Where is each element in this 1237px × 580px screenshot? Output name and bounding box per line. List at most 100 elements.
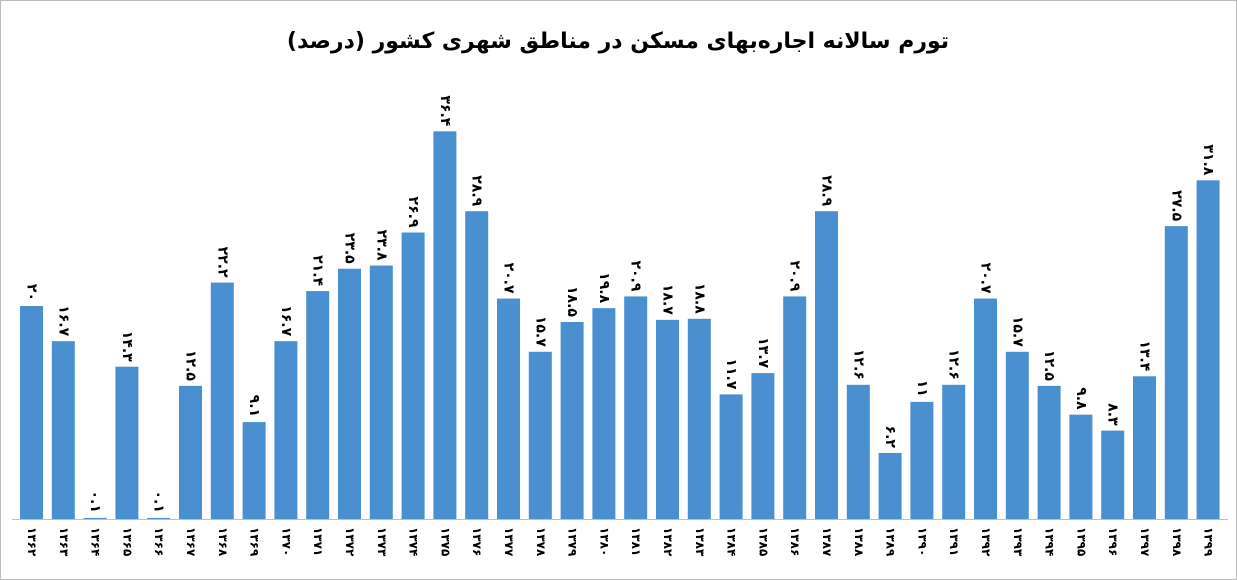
bar xyxy=(846,384,870,519)
bar xyxy=(1196,180,1220,519)
x-tick-label: ۱۳۹۰ xyxy=(915,527,929,556)
bar xyxy=(751,373,775,519)
x-tick-label: ۱۳۷۲ xyxy=(343,527,357,557)
x-tick-label: ۱۳۷۸ xyxy=(534,527,548,557)
value-label: ۲۰ xyxy=(24,284,40,301)
value-label: ۱۶.۷ xyxy=(278,305,294,336)
value-label: ۱۲.۶ xyxy=(850,349,866,380)
value-label: ۱۳.۷ xyxy=(755,337,771,368)
x-tick-label: ۱۳۹۴ xyxy=(1043,527,1057,556)
bar xyxy=(656,319,679,519)
x-tick-label: ۱۳۸۲ xyxy=(661,527,675,557)
chart-title: تورم سالانه اجاره‌بهای مسکن در مناطق شهر… xyxy=(287,29,949,54)
value-label: ۲۰.۹ xyxy=(628,260,644,291)
bar xyxy=(306,291,330,519)
x-tick-label: ۱۳۸۵ xyxy=(756,527,770,556)
x-tick-label: ۱۳۸۰ xyxy=(597,527,611,556)
bar xyxy=(910,401,934,519)
bar xyxy=(179,385,202,519)
bar xyxy=(274,341,298,519)
value-label: ۹.۱ xyxy=(246,395,262,417)
x-tick-label: ۱۳۹۳ xyxy=(1011,527,1025,557)
bar xyxy=(719,394,743,519)
x-tick-label: ۱۳۶۵ xyxy=(120,527,134,556)
bar xyxy=(1069,414,1093,519)
value-label: ۱۸.۷ xyxy=(660,284,676,315)
x-tick-label: ۱۳۶۴ xyxy=(89,527,103,556)
x-tick-label: ۱۳۹۶ xyxy=(1106,527,1120,556)
x-tick-label: ۱۳۷۷ xyxy=(502,527,516,557)
x-tick-label: ۱۳۹۹ xyxy=(1202,527,1216,557)
x-tick-label: ۱۳۸۳ xyxy=(693,527,707,557)
bar xyxy=(687,318,711,519)
value-label: ۳۱.۸ xyxy=(1200,144,1216,175)
value-label: ۸.۳ xyxy=(1105,403,1121,426)
bar xyxy=(1101,430,1125,519)
bar xyxy=(528,351,552,519)
value-label: ۱۱ xyxy=(914,380,930,397)
value-label: ۱۵.۷ xyxy=(532,316,548,347)
value-label: ۲۷.۵ xyxy=(1168,190,1184,221)
x-tick-label: ۱۳۷۶ xyxy=(470,527,484,556)
x-tick-label: ۱۳۷۰ xyxy=(279,527,293,556)
x-tick-label: ۱۳۶۷ xyxy=(184,527,198,557)
value-label: ۱۸.۸ xyxy=(691,283,707,314)
value-label: ۱۶.۷ xyxy=(55,305,71,336)
x-tick-label: ۱۳۸۶ xyxy=(788,527,802,556)
bar xyxy=(1037,385,1061,519)
value-label: ۲۳.۸ xyxy=(373,230,389,261)
x-tick-label: ۱۳۹۸ xyxy=(1170,527,1184,557)
value-label: ۲۶.۹ xyxy=(405,197,421,228)
x-tick-label: ۱۳۹۵ xyxy=(1074,527,1088,556)
x-tick-label: ۱۳۷۹ xyxy=(566,527,580,557)
bar xyxy=(783,296,807,519)
bar xyxy=(878,452,902,519)
value-label: ۲۲.۲ xyxy=(214,247,230,278)
x-tick-label: ۱۳۷۵ xyxy=(438,527,452,556)
bar xyxy=(1005,351,1029,519)
bar xyxy=(369,265,393,519)
x-tick-label: ۱۳۸۷ xyxy=(820,527,834,557)
x-tick-label: ۱۳۶۶ xyxy=(152,527,166,556)
x-tick-label: ۱۳۶۲ xyxy=(25,527,39,557)
bar xyxy=(465,211,489,519)
bar xyxy=(83,517,107,519)
value-label: ۲۸.۹ xyxy=(819,175,835,206)
value-label: ۲۱.۴ xyxy=(310,255,326,286)
value-label: ۹.۸ xyxy=(1073,387,1089,410)
bar xyxy=(210,282,234,519)
value-label: ۱۲.۶ xyxy=(946,349,962,380)
value-label: ۱۸.۵ xyxy=(564,286,580,317)
x-tick-label: ۱۳۹۷ xyxy=(1138,527,1152,557)
value-label: ۱۲.۵ xyxy=(1041,350,1057,381)
x-tick-label: ۱۳۸۹ xyxy=(884,527,898,557)
bar xyxy=(51,341,75,519)
bar xyxy=(815,211,838,519)
x-tick-label: ۱۳۸۱ xyxy=(629,527,643,556)
bar xyxy=(624,296,648,519)
bar xyxy=(115,366,139,519)
x-tick-label: ۱۳۷۱ xyxy=(311,527,325,556)
bar xyxy=(20,306,43,519)
x-tick-label: ۱۳۷۴ xyxy=(407,527,421,556)
value-label: ۱۹.۸ xyxy=(596,272,612,303)
value-label: ۶.۲ xyxy=(882,426,898,449)
bar xyxy=(1133,376,1156,519)
x-tick-label: ۱۳۸۴ xyxy=(725,527,739,556)
bar xyxy=(401,232,425,519)
x-tick-label: ۱۳۹۱ xyxy=(947,527,961,556)
bar xyxy=(147,517,171,519)
x-tick-label: ۱۳۶۳ xyxy=(57,527,71,557)
bar xyxy=(942,384,966,519)
value-label: ۲۸.۹ xyxy=(469,175,485,206)
value-label: ۱۲.۵ xyxy=(183,350,199,381)
value-label: ۰.۱ xyxy=(87,491,103,513)
value-label: ۲۰.۹ xyxy=(787,260,803,291)
value-label: ۳۶.۴ xyxy=(437,95,453,126)
bar xyxy=(560,321,584,519)
value-label: ۲۳.۵ xyxy=(342,233,358,264)
value-label: ۱۱.۷ xyxy=(723,358,739,389)
x-tick-label: ۱۳۷۳ xyxy=(375,527,389,557)
